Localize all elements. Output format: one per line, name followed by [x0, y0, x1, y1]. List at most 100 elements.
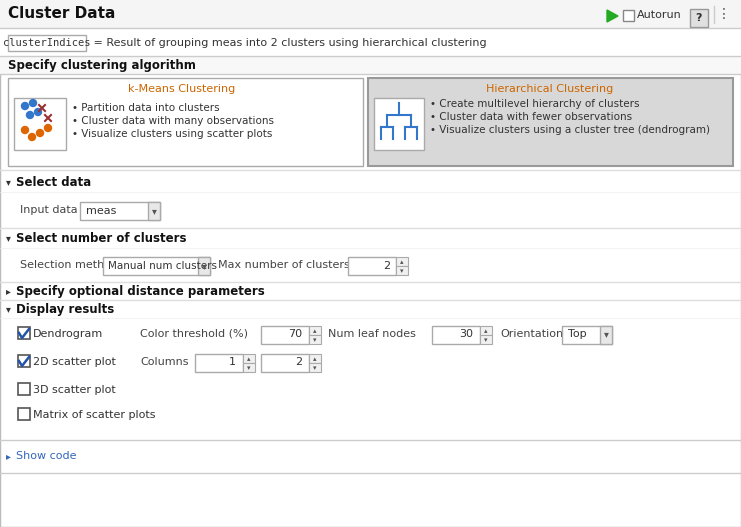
Circle shape [28, 133, 36, 141]
Circle shape [27, 112, 33, 119]
Text: ▾: ▾ [604, 329, 608, 339]
Bar [368, 78, 733, 166]
Polygon shape [607, 10, 618, 22]
Bar [8, 35, 86, 51]
Text: ▴: ▴ [313, 328, 316, 334]
Text: ▴: ▴ [313, 356, 316, 362]
Text: 1: 1 [229, 357, 236, 367]
Bar [309, 363, 321, 372]
Bar [243, 363, 255, 372]
Bar [0, 56, 741, 74]
Text: ▴: ▴ [247, 356, 250, 362]
Text: Manual num clusters: Manual num clusters [108, 261, 217, 271]
Text: meas: meas [86, 206, 116, 216]
Text: 2: 2 [295, 357, 302, 367]
Text: Select number of clusters: Select number of clusters [16, 231, 187, 245]
Bar [309, 326, 321, 335]
Text: ▾: ▾ [6, 304, 11, 314]
Text: ▸: ▸ [6, 286, 11, 296]
Text: Specify clustering algorithm: Specify clustering algorithm [8, 58, 196, 72]
Text: clusterIndices: clusterIndices [3, 38, 90, 48]
Bar [18, 383, 30, 395]
Text: 3D scatter plot: 3D scatter plot [33, 385, 116, 395]
Bar [396, 266, 408, 275]
Circle shape [35, 109, 41, 115]
Text: Selection method: Selection method [20, 260, 118, 270]
Bar [309, 354, 321, 363]
Text: Matrix of scatter plots: Matrix of scatter plots [33, 410, 156, 420]
Bar [432, 326, 480, 344]
Text: Columns: Columns [140, 357, 188, 367]
Bar [396, 257, 408, 266]
Text: 2D scatter plot: 2D scatter plot [33, 357, 116, 367]
Text: • Cluster data with fewer observations: • Cluster data with fewer observations [430, 112, 632, 122]
Circle shape [36, 130, 44, 136]
Bar [243, 354, 255, 363]
Bar [309, 335, 321, 344]
Bar [261, 326, 309, 344]
Text: Max number of clusters: Max number of clusters [218, 260, 350, 270]
Text: ▾: ▾ [6, 233, 11, 243]
Text: Hierarchical Clustering: Hierarchical Clustering [486, 84, 614, 94]
Text: ▾: ▾ [6, 177, 11, 187]
Text: Orientation: Orientation [500, 329, 563, 339]
Text: Num leaf nodes: Num leaf nodes [328, 329, 416, 339]
Bar [562, 326, 612, 344]
Text: 70: 70 [288, 329, 302, 339]
Text: ▾: ▾ [485, 337, 488, 343]
Bar [480, 326, 492, 335]
Text: ▾: ▾ [313, 365, 316, 371]
Text: Display results: Display results [16, 302, 114, 316]
Bar [348, 257, 396, 275]
Text: ⋮: ⋮ [717, 7, 731, 21]
Text: • Cluster data with many observations: • Cluster data with many observations [72, 116, 274, 126]
Circle shape [21, 102, 28, 110]
Text: k-Means Clustering: k-Means Clustering [128, 84, 236, 94]
Text: 2: 2 [383, 261, 390, 271]
Text: ▴: ▴ [485, 328, 488, 334]
Text: • Visualize clusters using a cluster tree (dendrogram): • Visualize clusters using a cluster tre… [430, 125, 710, 135]
Bar [198, 257, 210, 275]
Bar [480, 335, 492, 344]
Bar [261, 354, 309, 372]
Bar [623, 10, 634, 21]
Text: • Create multilevel hierarchy of clusters: • Create multilevel hierarchy of cluster… [430, 99, 639, 109]
Bar [103, 257, 210, 275]
Text: Autorun: Autorun [637, 11, 682, 21]
Bar [18, 408, 30, 420]
Text: • Visualize clusters using scatter plots: • Visualize clusters using scatter plots [72, 129, 273, 139]
Text: ▸: ▸ [6, 451, 11, 461]
Text: • Partition data into clusters: • Partition data into clusters [72, 103, 219, 113]
Bar [374, 98, 424, 150]
Text: ▾: ▾ [152, 206, 156, 216]
Circle shape [21, 126, 28, 133]
Bar [18, 327, 30, 339]
Bar [80, 202, 160, 220]
Circle shape [44, 124, 52, 132]
Bar [18, 355, 30, 367]
Text: Specify optional distance parameters: Specify optional distance parameters [16, 285, 265, 298]
Text: ▾: ▾ [313, 337, 316, 343]
Text: ▾: ▾ [400, 268, 404, 274]
Text: Color threshold (%): Color threshold (%) [140, 329, 248, 339]
Text: Select data: Select data [16, 175, 91, 189]
Bar [690, 9, 708, 27]
Bar [14, 98, 66, 150]
Bar [0, 0, 741, 28]
Bar [148, 202, 160, 220]
Bar [600, 326, 612, 344]
Text: Input data: Input data [20, 205, 78, 215]
Text: Show code: Show code [16, 451, 76, 461]
Text: ?: ? [696, 13, 702, 23]
Text: Dendrogram: Dendrogram [33, 329, 103, 339]
Text: ▾: ▾ [247, 365, 250, 371]
Text: ▴: ▴ [400, 259, 404, 265]
Text: ▾: ▾ [202, 261, 207, 271]
Bar [195, 354, 243, 372]
Text: 30: 30 [459, 329, 473, 339]
Circle shape [30, 100, 36, 106]
Bar [0, 28, 741, 56]
Text: Top: Top [568, 329, 587, 339]
Text: Cluster Data: Cluster Data [8, 6, 116, 22]
Bar [8, 78, 363, 166]
